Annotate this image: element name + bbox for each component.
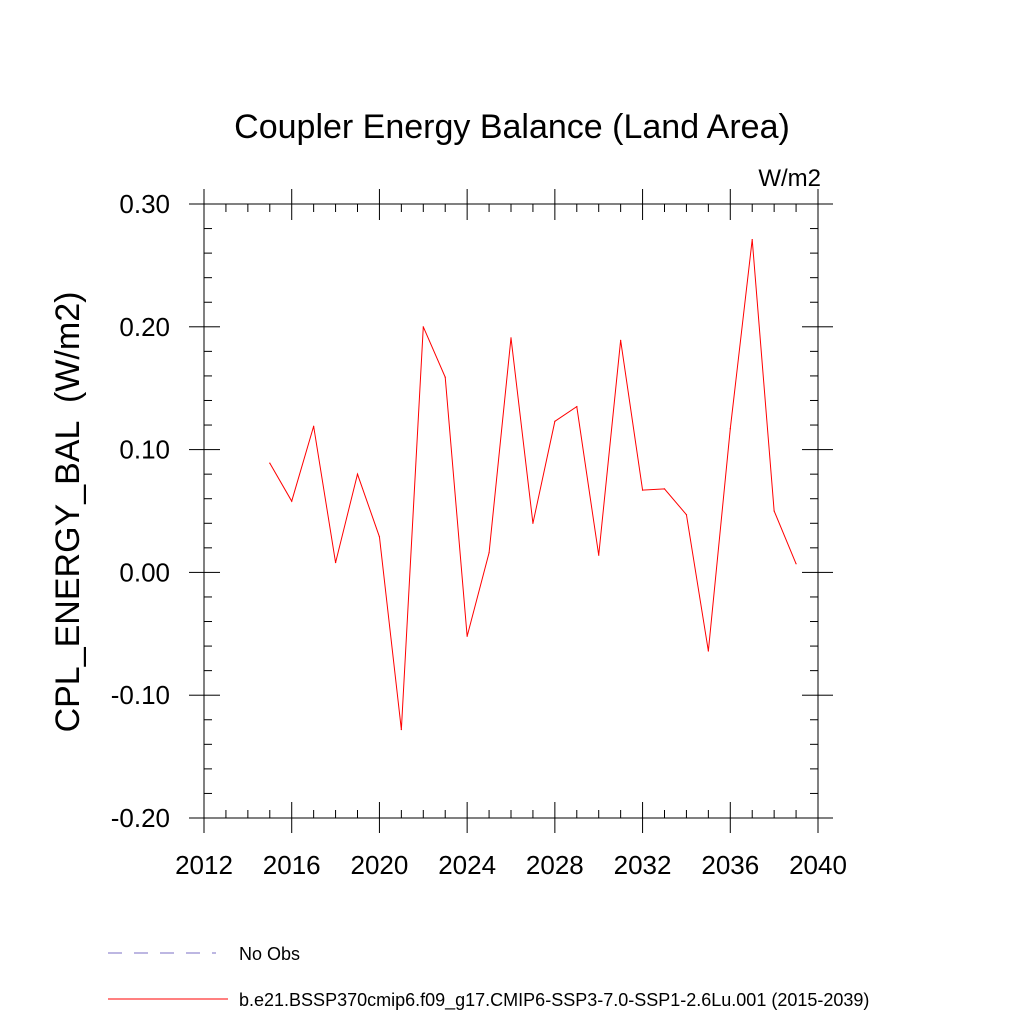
x-tick-label: 2032 bbox=[614, 850, 672, 880]
x-tick-label: 2012 bbox=[175, 850, 233, 880]
y-tick-label: 0.00 bbox=[119, 557, 170, 587]
data-point bbox=[663, 488, 666, 490]
data-point bbox=[598, 554, 600, 556]
data-point bbox=[510, 337, 512, 339]
axis-ticks bbox=[189, 189, 833, 833]
legend: No Obs b.e21.BSSP370cmip6.f09_g17.CMIP6-S… bbox=[108, 944, 869, 1011]
axis-tick-labels: 2012 2016 2020 2024 2028 2032 2036 2040 -0.20 -0.… bbox=[111, 189, 847, 880]
data-point bbox=[488, 552, 490, 554]
x-tick-label: 2024 bbox=[438, 850, 496, 880]
x-tick-label: 2036 bbox=[701, 850, 759, 880]
data-point bbox=[269, 462, 271, 464]
y-tick-label: -0.10 bbox=[111, 680, 170, 710]
y-tick-label: -0.20 bbox=[111, 803, 170, 833]
data-point bbox=[685, 514, 688, 516]
y-tick-label: 0.30 bbox=[119, 189, 170, 219]
units-label: W/m2 bbox=[758, 165, 821, 192]
data-point bbox=[422, 326, 424, 328]
x-tick-label: 2040 bbox=[789, 850, 847, 880]
data-point bbox=[444, 376, 446, 378]
data-point bbox=[400, 728, 402, 731]
chart-title: Coupler Energy Balance (Land Area) bbox=[234, 108, 790, 146]
series-lines bbox=[269, 239, 797, 731]
data-point bbox=[751, 239, 753, 241]
data-point bbox=[707, 650, 709, 652]
y-axis-label: CPL_ENERGY_BAL (W/m2) bbox=[49, 292, 87, 733]
data-point bbox=[356, 473, 359, 475]
data-point bbox=[291, 500, 293, 502]
data-point bbox=[795, 563, 797, 565]
data-point bbox=[620, 339, 622, 341]
data-point bbox=[729, 428, 731, 430]
data-point bbox=[641, 489, 644, 491]
legend-label: No Obs bbox=[239, 944, 300, 964]
data-point bbox=[554, 420, 556, 422]
y-tick-label: 0.10 bbox=[119, 435, 170, 465]
data-point bbox=[313, 425, 315, 427]
data-point bbox=[378, 536, 381, 538]
data-point bbox=[773, 510, 775, 512]
data-point bbox=[576, 406, 578, 408]
data-point bbox=[466, 635, 468, 637]
series-line bbox=[269, 239, 797, 730]
data-point bbox=[334, 561, 337, 564]
legend-label: b.e21.BSSP370cmip6.f09_g17.CMIP6-SSP3-7.… bbox=[239, 990, 869, 1011]
plot-frame bbox=[203, 203, 819, 819]
x-tick-label: 2020 bbox=[351, 850, 409, 880]
data-point bbox=[532, 522, 534, 524]
x-tick-label: 2028 bbox=[526, 850, 584, 880]
y-tick-label: 0.20 bbox=[119, 312, 170, 342]
x-tick-label: 2016 bbox=[263, 850, 321, 880]
